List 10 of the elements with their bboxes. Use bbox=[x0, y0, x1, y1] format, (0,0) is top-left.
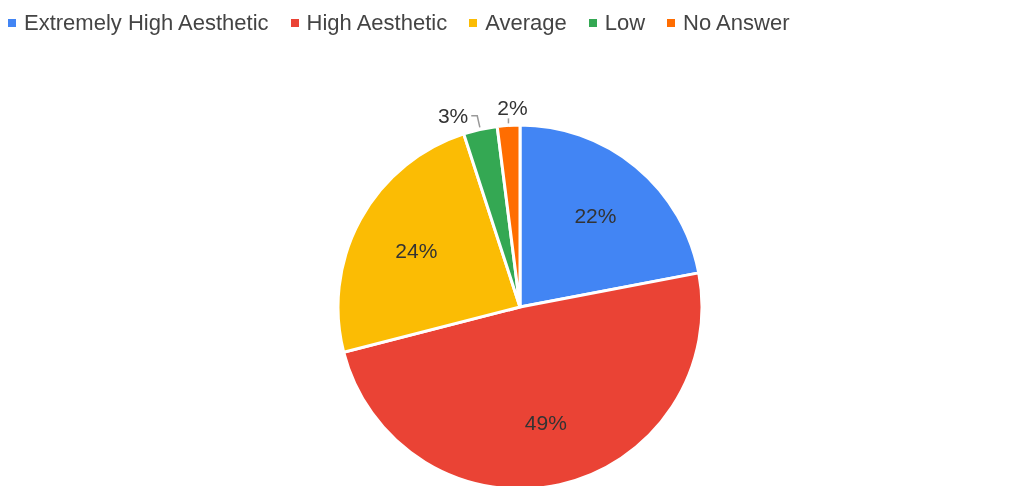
legend-label: Low bbox=[604, 10, 646, 36]
data-label: 3% bbox=[437, 104, 469, 128]
data-label: 2% bbox=[497, 95, 528, 119]
legend-label: Average bbox=[485, 10, 567, 36]
legend-label: Extremely High Aesthetic bbox=[24, 10, 269, 36]
data-label: 49% bbox=[524, 410, 567, 434]
legend-label: No Answer bbox=[683, 10, 790, 36]
data-label: 24% bbox=[395, 238, 438, 262]
data-label: 22% bbox=[574, 204, 617, 228]
legend-label: High Aesthetic bbox=[306, 10, 448, 36]
